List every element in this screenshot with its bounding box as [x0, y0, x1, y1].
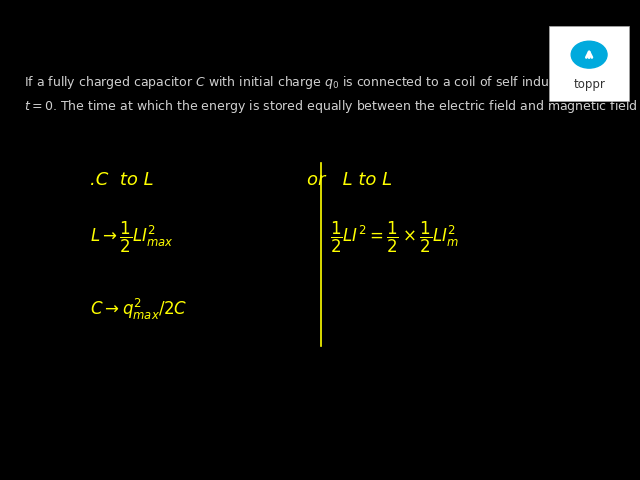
Text: $\dfrac{1}{2}LI^{2} = \dfrac{1}{2}\times\dfrac{1}{2}LI^{2}_{m}$: $\dfrac{1}{2}LI^{2} = \dfrac{1}{2}\times… [330, 220, 458, 255]
Text: If a fully charged capacitor $C$ with initial charge $q_0$ is connected to a coi: If a fully charged capacitor $C$ with in… [24, 74, 620, 91]
Text: toppr: toppr [573, 78, 605, 91]
Text: $t = 0$. The time at which the energy is stored equally between the electric fie: $t = 0$. The time at which the energy is… [24, 98, 640, 115]
Circle shape [572, 41, 607, 68]
Text: $L \rightarrow \dfrac{1}{2}LI^{2}_{max}$: $L \rightarrow \dfrac{1}{2}LI^{2}_{max}$ [90, 220, 173, 255]
Text: or   L to L: or L to L [307, 171, 392, 189]
FancyBboxPatch shape [549, 26, 629, 101]
Text: $C \rightarrow q^{2}_{max}/2C$: $C \rightarrow q^{2}_{max}/2C$ [90, 297, 187, 322]
Text: .C  to L: .C to L [90, 171, 153, 189]
